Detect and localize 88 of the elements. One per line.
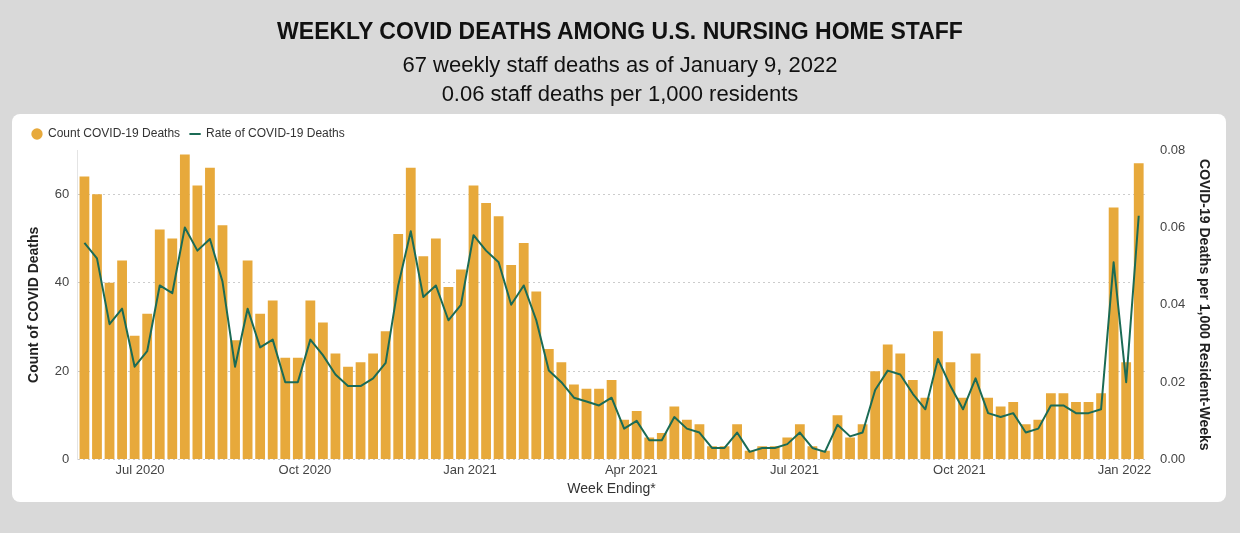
x-tick-label: Apr 2021 xyxy=(604,461,658,477)
bar xyxy=(79,176,90,460)
bar xyxy=(192,185,203,460)
bar xyxy=(531,291,542,460)
x-tick-label: Jan 2022 xyxy=(1097,461,1152,477)
bar xyxy=(267,300,278,460)
legend-label: Count COVID-19 Deaths xyxy=(48,126,181,141)
y2-tick-label: 0.08 xyxy=(1159,141,1186,157)
bar xyxy=(305,300,316,460)
bar xyxy=(543,349,554,460)
y-tick-label: 40 xyxy=(54,274,70,290)
bar xyxy=(995,406,1006,460)
bar xyxy=(1121,362,1132,460)
bar xyxy=(142,313,153,460)
bar xyxy=(255,313,266,460)
bar xyxy=(656,433,667,460)
bar xyxy=(895,353,906,460)
bar xyxy=(681,419,692,460)
y2-tick-label: 0.06 xyxy=(1159,218,1186,234)
chart-subtitle: 67 weekly staff deaths as of January 9, 2022 0.06 staff deaths per 1,000 residents xyxy=(401,51,839,108)
bar xyxy=(732,424,742,460)
bar xyxy=(92,194,102,460)
x-tick-label: Oct 2021 xyxy=(933,461,986,477)
y-tick-label: 0 xyxy=(62,451,70,467)
y2-tick-label: 0.02 xyxy=(1159,373,1186,389)
bar xyxy=(569,384,579,460)
bar xyxy=(1071,402,1081,460)
bar xyxy=(1008,402,1019,460)
bar xyxy=(280,357,291,460)
x-tick-label: Jul 2021 xyxy=(769,461,820,477)
legend-label: Rate of COVID-19 Deaths xyxy=(206,126,345,141)
bar xyxy=(907,379,918,460)
bar xyxy=(468,185,479,460)
bar xyxy=(619,419,630,460)
bar xyxy=(405,167,416,460)
bar xyxy=(1096,393,1106,460)
bar xyxy=(870,371,881,460)
y2-tick-label: 0.00 xyxy=(1159,451,1186,467)
bar xyxy=(456,269,466,460)
bar xyxy=(430,238,441,460)
bar xyxy=(594,388,604,460)
bar xyxy=(845,437,855,460)
bar xyxy=(443,287,454,460)
bar xyxy=(556,362,567,460)
y-tick-label: 20 xyxy=(54,362,70,378)
bar xyxy=(318,322,328,460)
y2-tick-label: 0.04 xyxy=(1159,296,1186,312)
x-tick-label: Oct 2020 xyxy=(278,461,332,477)
y2-axis-title: COVID-19 Deaths per 1,000 Resident-Weeks xyxy=(1196,159,1213,451)
bar xyxy=(933,331,943,460)
bar xyxy=(343,366,353,460)
chart-title: WEEKLY COVID DEATHS AMONG U.S. NURSING HOME STAFF xyxy=(276,18,964,45)
bar xyxy=(1020,424,1031,460)
bar xyxy=(631,410,642,460)
bar xyxy=(418,256,429,460)
bar xyxy=(1108,207,1119,460)
bar xyxy=(368,353,378,460)
bar xyxy=(1133,163,1144,460)
bar xyxy=(154,229,165,460)
y-tick-label: 60 xyxy=(54,185,70,201)
bar xyxy=(179,154,190,460)
bar xyxy=(355,362,366,460)
y-axis-title: Count of COVID Deaths xyxy=(25,226,42,383)
bar xyxy=(669,406,680,460)
bar xyxy=(205,167,215,460)
bar xyxy=(1033,419,1044,460)
bar xyxy=(167,238,178,460)
bar xyxy=(393,234,404,460)
bar xyxy=(983,397,994,460)
x-axis-title: Week Ending* xyxy=(567,480,657,497)
bar xyxy=(481,203,491,460)
bar xyxy=(782,437,793,460)
bar xyxy=(129,335,140,460)
bar xyxy=(518,242,529,460)
bar xyxy=(958,397,968,460)
bar xyxy=(506,264,517,460)
bar xyxy=(493,216,504,460)
bar xyxy=(794,424,805,460)
bar xyxy=(117,260,127,460)
bar xyxy=(230,340,240,460)
bar xyxy=(644,437,655,460)
bar xyxy=(1045,393,1056,460)
bar xyxy=(882,344,893,460)
bar xyxy=(292,357,303,460)
bar xyxy=(380,331,391,460)
x-tick-label: Jan 2021 xyxy=(443,461,497,477)
bar xyxy=(920,397,931,460)
x-tick-label: Jul 2020 xyxy=(115,461,165,477)
